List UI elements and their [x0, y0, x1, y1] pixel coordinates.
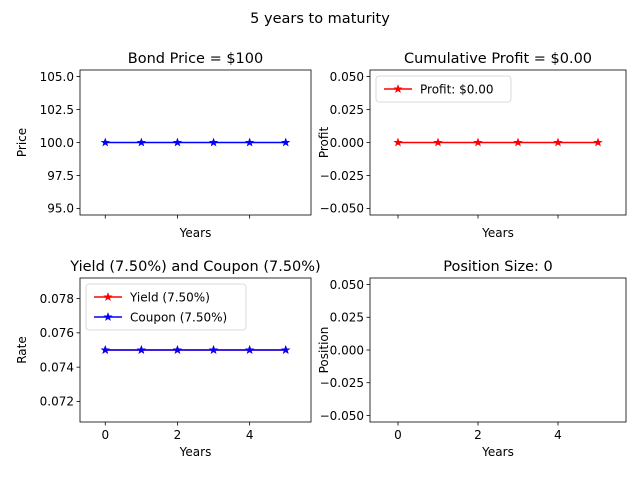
- x-tick-label: 4: [554, 428, 562, 442]
- y-tick-label: 0.078: [40, 292, 74, 306]
- x-axis-label: Years: [481, 445, 514, 459]
- x-axis-label: Years: [179, 226, 212, 240]
- y-tick-label: 0.072: [40, 395, 74, 409]
- y-tick-label: 95.0: [47, 202, 74, 216]
- chart-title: Cumulative Profit = $0.00: [404, 51, 592, 67]
- y-tick-label: 100.0: [40, 136, 74, 150]
- data-point: [513, 137, 523, 147]
- x-tick-label: 2: [474, 428, 482, 442]
- data-point: [245, 345, 255, 354]
- legend-marker: [393, 84, 403, 93]
- data-point: [281, 345, 291, 354]
- y-axis-label: Position: [317, 327, 331, 374]
- y-axis-label: Price: [15, 128, 29, 157]
- x-axis-label: Years: [179, 445, 212, 459]
- data-point: [100, 137, 110, 147]
- x-tick-label: 4: [246, 428, 254, 442]
- y-tick-label: −0.025: [320, 376, 364, 390]
- data-point: [473, 137, 483, 147]
- data-point: [208, 137, 219, 147]
- legend-entry: Yield (7.50%): [129, 290, 210, 304]
- data-point: [393, 137, 403, 147]
- y-tick-label: 102.5: [40, 103, 74, 117]
- y-tick-label: 0.074: [40, 360, 74, 374]
- x-tick-label: 0: [394, 428, 402, 442]
- y-tick-label: 0.076: [40, 326, 74, 340]
- data-point: [136, 345, 146, 354]
- plot-area: [369, 277, 627, 423]
- chart-title: Yield (7.50%) and Coupon (7.50%): [69, 259, 320, 275]
- data-point: [245, 137, 255, 147]
- y-tick-label: 0.050: [330, 70, 364, 84]
- data-point: [136, 137, 146, 147]
- legend-entry: Coupon (7.50%): [130, 310, 227, 324]
- data-point: [553, 137, 563, 147]
- chart-title: Position Size: 0: [443, 259, 553, 275]
- legend-marker: [103, 312, 113, 321]
- y-tick-label: 105.0: [40, 70, 74, 84]
- chart-panel-3: Yield (7.50%) and Coupon (7.50%) 0.072 0.0…: [15, 259, 321, 459]
- chart-panel-4: Position Size: 0 −0.050 −0.025 0.000 0.025 0.…: [317, 259, 627, 459]
- y-tick-label: 0.050: [330, 278, 364, 292]
- figure-suptitle: 5 years to maturity: [250, 11, 390, 27]
- y-tick-label: 0.025: [330, 311, 364, 325]
- x-tick-label: 0: [101, 428, 109, 442]
- chart-title: Bond Price = $100: [128, 51, 263, 67]
- data-point: [433, 137, 443, 147]
- data-point: [172, 345, 183, 354]
- y-tick-label: 97.5: [47, 169, 74, 183]
- y-tick-label: −0.050: [320, 409, 364, 423]
- data-point: [593, 137, 603, 147]
- legend-entry: Profit: $0.00: [420, 82, 494, 96]
- y-tick-label: −0.050: [320, 202, 364, 216]
- data-point: [208, 345, 219, 354]
- y-tick-label: −0.025: [320, 169, 364, 183]
- x-axis-label: Years: [481, 226, 514, 240]
- y-tick-label: 0.000: [330, 136, 364, 150]
- legend-marker: [103, 292, 113, 301]
- legend: [375, 75, 512, 103]
- chart-panel-1: Bond Price = $100 95.0 97.5 100.0 102.5 105.0…: [15, 51, 312, 240]
- x-tick-label: 2: [174, 428, 182, 442]
- legend: [85, 283, 247, 331]
- y-axis-label: Profit: [317, 127, 331, 159]
- data-point: [172, 137, 183, 147]
- data-point: [100, 345, 110, 354]
- y-tick-label: 0.000: [330, 343, 364, 357]
- y-axis-label: Rate: [15, 336, 29, 364]
- chart-panel-2: Cumulative Profit = $0.00 −0.050 −0.025 0.0…: [317, 51, 627, 240]
- y-tick-label: 0.025: [330, 103, 364, 117]
- data-point: [281, 137, 291, 147]
